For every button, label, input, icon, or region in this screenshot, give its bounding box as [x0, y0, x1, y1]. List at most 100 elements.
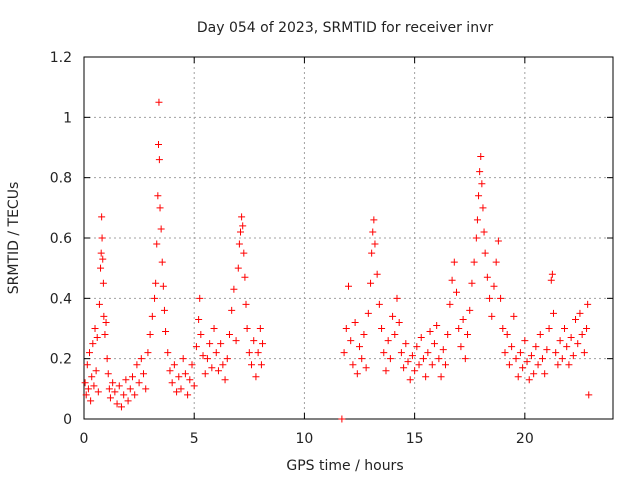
data-point — [148, 312, 156, 320]
data-point — [464, 331, 472, 339]
data-point — [111, 388, 119, 396]
data-point — [400, 364, 408, 372]
data-point — [342, 325, 350, 332]
data-point — [426, 328, 434, 336]
data-point — [428, 361, 436, 369]
data-point — [128, 373, 136, 381]
data-point — [505, 361, 513, 369]
data-point — [567, 334, 575, 342]
data-point — [87, 397, 95, 405]
data-point — [470, 258, 478, 266]
data-point — [375, 300, 383, 308]
data-point — [488, 312, 496, 320]
data-point — [86, 349, 94, 357]
data-point — [391, 331, 399, 339]
data-point — [389, 312, 397, 320]
data-point — [483, 273, 491, 281]
data-point — [499, 325, 507, 332]
data-point — [131, 391, 139, 399]
data-point — [364, 309, 372, 317]
data-point — [135, 379, 143, 387]
data-point — [240, 249, 248, 257]
data-point — [140, 370, 148, 378]
data-point — [371, 240, 379, 248]
data-point — [444, 331, 452, 339]
y-tick-label: 1.2 — [50, 50, 72, 66]
data-point — [393, 294, 401, 302]
data-point — [501, 349, 509, 357]
x-tick-label: 10 — [296, 431, 314, 447]
data-point — [91, 325, 99, 332]
data-point — [236, 228, 244, 236]
data-point — [181, 370, 189, 378]
data-point — [190, 382, 198, 390]
data-point — [492, 258, 500, 266]
data-point — [162, 328, 170, 336]
data-point — [164, 349, 172, 357]
data-point — [532, 343, 540, 351]
data-point — [177, 385, 185, 393]
data-point — [221, 376, 229, 384]
data-point — [585, 391, 593, 399]
data-point — [124, 397, 132, 405]
data-point — [92, 367, 100, 375]
data-point — [243, 325, 251, 332]
data-point — [230, 285, 238, 293]
data-point — [105, 385, 113, 393]
data-point — [109, 379, 117, 387]
data-point — [126, 385, 134, 393]
data-point — [358, 355, 366, 363]
data-point — [256, 325, 264, 332]
data-point — [556, 337, 564, 345]
data-point — [201, 370, 209, 378]
data-point — [155, 156, 163, 164]
data-point — [234, 264, 242, 272]
data-points — [81, 98, 593, 423]
data-point — [527, 352, 535, 360]
data-point — [120, 391, 128, 399]
data-point — [173, 388, 181, 396]
data-point — [397, 349, 405, 357]
data-point — [481, 249, 489, 257]
data-point — [252, 373, 260, 381]
data-point — [168, 379, 176, 387]
data-point — [419, 355, 427, 363]
x-tick-label: 5 — [190, 431, 199, 447]
data-point — [360, 331, 368, 339]
data-point — [144, 349, 152, 357]
data-point — [479, 204, 487, 212]
data-point — [137, 355, 145, 363]
data-point — [347, 337, 355, 345]
data-point — [441, 361, 449, 369]
data-point — [102, 318, 110, 326]
data-point — [98, 213, 106, 221]
data-point — [478, 180, 486, 188]
data-point — [153, 240, 161, 248]
data-point — [574, 340, 582, 348]
data-point — [569, 352, 577, 360]
data-point — [461, 355, 469, 363]
data-point — [197, 331, 205, 339]
data-point — [212, 349, 220, 357]
data-point — [466, 306, 474, 314]
data-point — [455, 325, 463, 332]
data-point — [103, 355, 111, 363]
data-point — [415, 361, 423, 369]
data-point — [245, 349, 253, 357]
data-point — [402, 340, 410, 348]
data-point — [541, 370, 549, 378]
data-point — [351, 318, 359, 326]
y-tick-label: 0 — [63, 412, 72, 428]
data-point — [576, 309, 584, 317]
data-point — [97, 249, 105, 257]
data-point — [472, 234, 480, 242]
data-point — [98, 234, 106, 242]
data-point — [411, 367, 419, 375]
data-point — [82, 391, 90, 399]
data-point — [473, 216, 481, 224]
data-point — [199, 352, 207, 360]
data-point — [572, 315, 580, 323]
data-point — [104, 370, 112, 378]
data-point — [497, 294, 505, 302]
